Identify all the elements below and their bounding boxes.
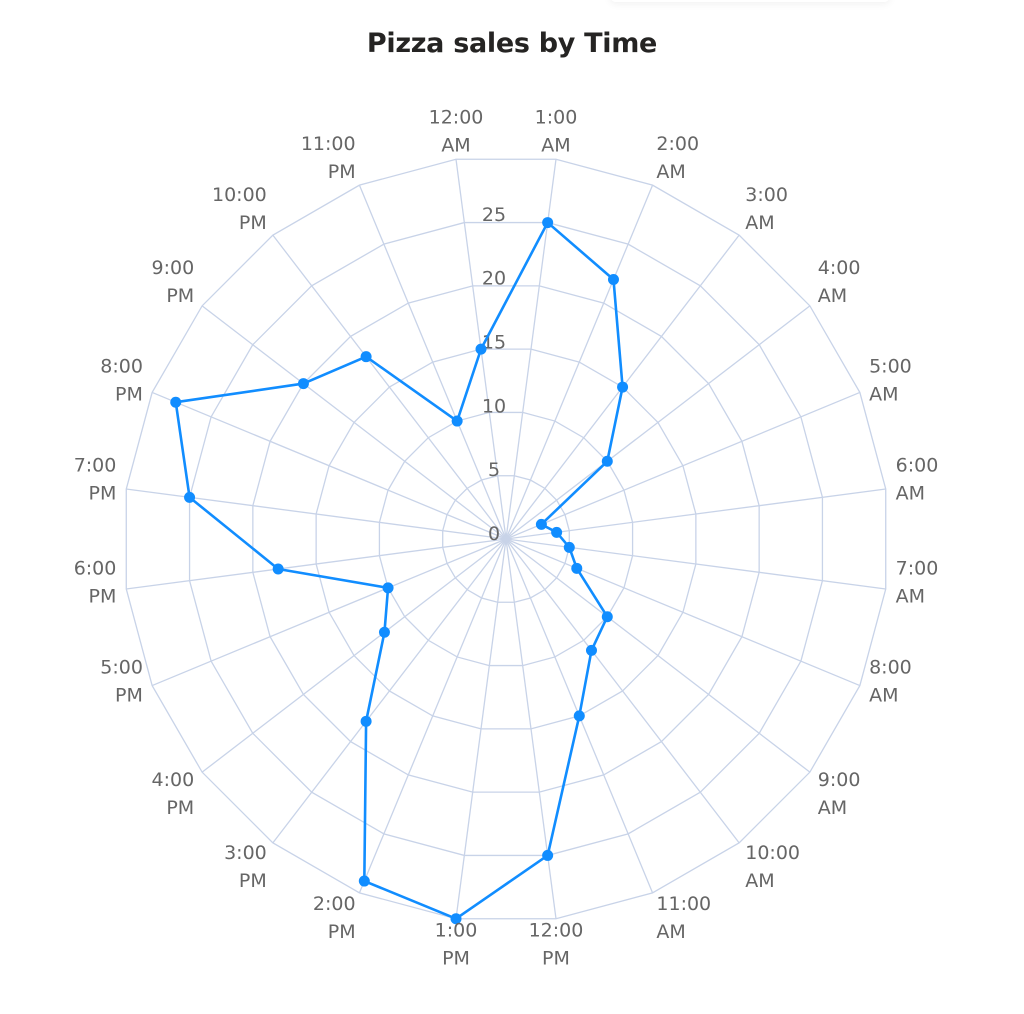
data-point-6-00-am[interactable] [551,526,563,538]
grid-spoke [272,234,507,540]
radial-tick-label: 25 [482,204,506,226]
category-label: 9:00 AM [818,769,861,819]
category-label: 7:00 AM [896,557,939,607]
data-point-9-00-am[interactable] [601,611,613,623]
data-point-12-00-pm[interactable] [542,849,554,861]
grid-spoke [505,538,811,773]
grid-spoke [358,538,507,894]
data-point-6-00-pm[interactable] [272,563,284,575]
grid-spoke [505,305,811,540]
grid-spoke [505,538,861,687]
data-point-5-00-am[interactable] [535,518,547,530]
category-label: 10:00 AM [745,842,800,892]
category-label: 2:00 PM [313,893,356,943]
chart-title: Pizza sales by Time [366,28,658,59]
data-point-9-00-pm[interactable] [297,378,309,390]
grid-spoke [358,184,507,540]
data-point-3-00-am[interactable] [617,381,629,393]
grid-spoke [201,538,507,773]
data-series [170,217,629,925]
category-label: 3:00 PM [224,842,267,892]
data-point-8-00-am[interactable] [571,562,583,574]
data-point-5-00-pm[interactable] [382,582,394,594]
category-label: 4:00 AM [818,257,861,307]
category-label: 11:00 PM [301,133,356,183]
category-label: 10:00 PM [212,184,267,234]
radial-tick-label: 0 [488,523,500,545]
grid-spoke [505,488,886,540]
partial-header-panel [610,0,890,2]
grid-spoke [505,538,740,844]
data-point-7-00-pm[interactable] [184,491,196,503]
grid-spoke [151,391,507,540]
data-point-1-00-am[interactable] [542,217,554,229]
category-label: 12:00 AM [429,106,484,156]
data-point-12-00-am[interactable] [475,343,487,355]
category-label: 12:00 PM [529,920,584,970]
data-point-2-00-pm[interactable] [358,875,370,887]
category-labels: 12:00 AM 1:00 AM 2:00 AM 3:00 AM 4:00 AM 5:00 AM 6:0… [74,106,939,969]
category-label: 11:00 AM [656,893,711,943]
data-point-10-00-pm[interactable] [360,351,372,363]
category-label: 3:00 AM [745,184,788,234]
category-label: 6:00 PM [74,557,117,607]
grid-spoke [201,305,507,540]
category-label: 5:00 AM [869,356,912,406]
grid-spoke [126,538,507,590]
data-point-1-00-pm[interactable] [450,913,462,925]
category-label: 6:00 AM [896,455,939,505]
grid-spoke [151,538,507,687]
data-point-7-00-am[interactable] [563,541,575,553]
grid-spoke [505,184,654,540]
category-label: 8:00 AM [869,656,912,706]
series-line [174,221,624,921]
grid-spoke [505,391,861,540]
radial-tick-label: 10 [482,395,506,417]
category-label: 4:00 PM [152,769,195,819]
category-label: 1:00 AM [535,106,578,156]
category-label: 9:00 PM [152,257,195,307]
data-point-4-00-pm[interactable] [378,626,390,638]
radial-tick-label: 5 [488,459,500,481]
grid-spoke [455,538,507,919]
data-point-8-00-pm[interactable] [170,396,182,408]
radial-tick-label: 20 [482,268,506,290]
data-point-11-00-pm[interactable] [451,415,463,427]
category-label: 7:00 PM [74,455,117,505]
data-point-3-00-pm[interactable] [360,715,372,727]
category-label: 5:00 PM [100,656,143,706]
category-label: 2:00 AM [656,133,699,183]
data-point-11-00-am[interactable] [573,710,585,722]
category-label: 8:00 PM [100,356,143,406]
data-point-10-00-am[interactable] [585,644,597,656]
grid-spoke [272,538,507,844]
data-point-4-00-am[interactable] [601,455,613,467]
category-label: 1:00 PM [435,920,478,970]
data-point-2-00-am[interactable] [607,274,619,286]
